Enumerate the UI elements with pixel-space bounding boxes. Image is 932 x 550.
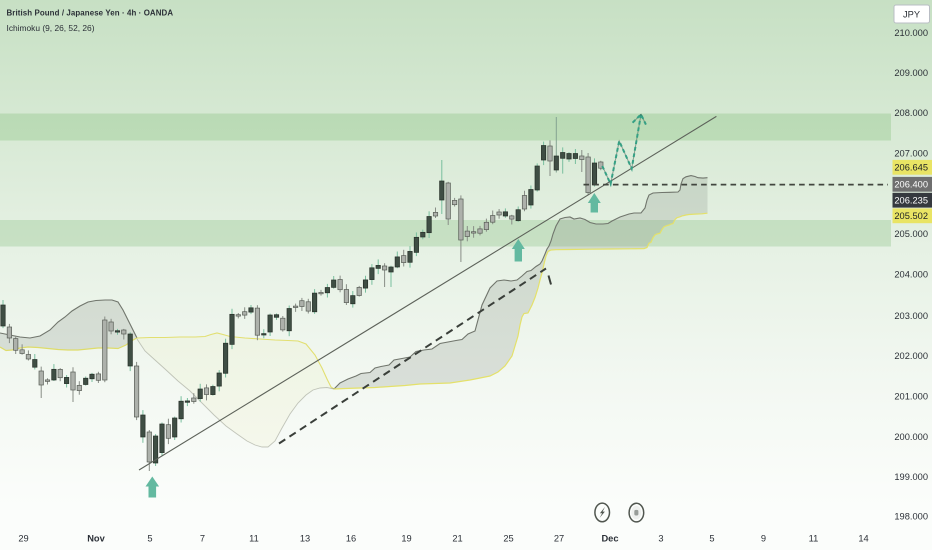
svg-text:13: 13 <box>300 534 310 544</box>
svg-text:199.000: 199.000 <box>894 472 928 482</box>
svg-text:Nov: Nov <box>87 534 105 544</box>
svg-text:Dec: Dec <box>601 534 618 544</box>
svg-text:200.000: 200.000 <box>894 432 928 442</box>
svg-text:204.000: 204.000 <box>894 269 928 279</box>
svg-text:207.000: 207.000 <box>894 148 928 158</box>
svg-text:29: 29 <box>18 534 28 544</box>
svg-text:206.235: 206.235 <box>894 196 928 206</box>
svg-text:5: 5 <box>709 534 714 544</box>
svg-text:JPY: JPY <box>903 9 920 19</box>
svg-text:16: 16 <box>346 534 356 544</box>
svg-text:206.645: 206.645 <box>894 163 928 173</box>
svg-text:14: 14 <box>858 534 868 544</box>
svg-text:210.000: 210.000 <box>894 28 928 38</box>
svg-text:208.000: 208.000 <box>894 108 928 118</box>
svg-text:202.000: 202.000 <box>894 351 928 361</box>
svg-text:209.000: 209.000 <box>894 68 928 78</box>
svg-text:21: 21 <box>452 534 462 544</box>
svg-text:11: 11 <box>809 534 819 544</box>
svg-text:British Pound / Japanese Yen ·: British Pound / Japanese Yen · 4h · OAND… <box>7 8 174 17</box>
svg-text:5: 5 <box>147 534 152 544</box>
svg-text:19: 19 <box>401 534 411 544</box>
svg-text:Ichimoku (9, 26, 52, 26): Ichimoku (9, 26, 52, 26) <box>7 23 95 33</box>
svg-text:9: 9 <box>761 534 766 544</box>
svg-text:206.400: 206.400 <box>894 180 928 190</box>
svg-text:3: 3 <box>658 534 663 544</box>
svg-text:11: 11 <box>249 534 259 544</box>
svg-text:27: 27 <box>554 534 564 544</box>
svg-text:25: 25 <box>503 534 513 544</box>
svg-text:205.502: 205.502 <box>894 211 928 221</box>
svg-text:198.000: 198.000 <box>894 512 928 522</box>
svg-text:201.000: 201.000 <box>894 392 928 402</box>
svg-text:7: 7 <box>200 534 205 544</box>
svg-text:205.000: 205.000 <box>894 229 928 239</box>
svg-text:203.000: 203.000 <box>894 311 928 321</box>
